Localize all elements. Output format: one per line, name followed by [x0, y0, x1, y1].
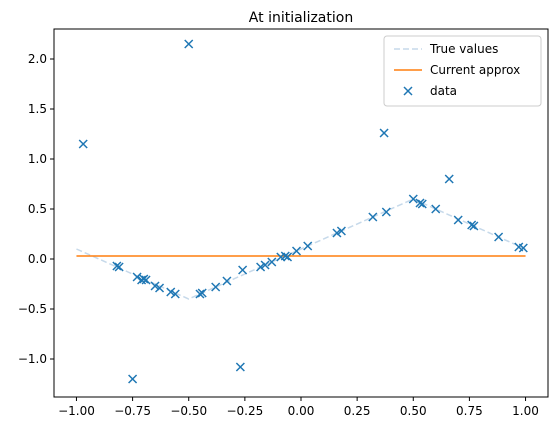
- data-point: [291, 246, 302, 256]
- data-point: [368, 212, 378, 222]
- data-point: [332, 228, 342, 238]
- data-point: [469, 221, 479, 231]
- data-point: [238, 265, 248, 275]
- data-point: [494, 232, 504, 242]
- data-point: [260, 260, 270, 270]
- data-point: [150, 281, 160, 291]
- legend-label: True values: [429, 42, 498, 56]
- y-tick-label: 2.0: [28, 52, 47, 66]
- data-point: [256, 262, 266, 272]
- data-point: [184, 39, 194, 49]
- data-point: [139, 274, 149, 284]
- data-point: [235, 362, 245, 372]
- legend-swatch: [403, 86, 413, 96]
- chart-title: At initialization: [249, 10, 353, 26]
- data-point: [170, 289, 180, 299]
- data-point: [282, 252, 293, 262]
- data-point: [379, 128, 389, 138]
- x-tick-label: −1.00: [58, 404, 95, 418]
- data-point: [267, 257, 277, 267]
- data-point: [155, 283, 165, 293]
- data-point: [467, 220, 477, 230]
- data-point: [408, 194, 418, 204]
- plot-marks: [76, 39, 528, 384]
- x-axis: −1.00 −0.75 −0.50 −0.25 0.00 0.25 0.50 0.75 1.00: [58, 397, 539, 418]
- data-point: [415, 198, 425, 208]
- legend-label: Current approx: [430, 63, 520, 77]
- x-tick-label: 0.75: [456, 404, 483, 418]
- data-point: [280, 251, 290, 261]
- data-point: [195, 289, 205, 299]
- x-tick-label: −0.75: [114, 404, 151, 418]
- data-point: [417, 199, 427, 209]
- legend: True values Current approx data: [383, 35, 542, 107]
- data-point: [453, 215, 463, 225]
- data-point: [197, 288, 207, 298]
- x-tick-label: −0.50: [170, 404, 207, 418]
- y-axis: −1.0 −0.5 0.0 0.5 1.0 1.5 2.0: [18, 52, 54, 366]
- data-point: [211, 282, 221, 292]
- data-point: [303, 241, 313, 251]
- y-tick-label: 1.0: [28, 152, 47, 166]
- x-tick-label: 0.50: [400, 404, 427, 418]
- data-point: [166, 287, 176, 297]
- x-tick-label: 1.00: [512, 404, 539, 418]
- legend-box: [383, 35, 542, 107]
- data-point: [222, 276, 232, 286]
- data-point: [114, 262, 124, 272]
- data-point: [381, 207, 391, 217]
- data-point: [431, 204, 441, 214]
- data-point: [336, 226, 346, 236]
- data-point: [518, 243, 528, 253]
- true-values-line: [76, 198, 526, 300]
- y-tick-label: −0.5: [18, 302, 47, 316]
- data-point: [128, 374, 138, 384]
- y-tick-label: 0.0: [28, 252, 47, 266]
- y-tick-label: −1.0: [18, 352, 47, 366]
- data-point: [112, 261, 122, 271]
- x-tick-label: 0.00: [288, 404, 315, 418]
- data-point: [444, 174, 454, 184]
- x-tick-label: 0.25: [344, 404, 371, 418]
- data-point: [141, 275, 151, 285]
- legend-label: data: [430, 84, 457, 98]
- y-tick-label: 1.5: [28, 102, 47, 116]
- data-point: [78, 139, 88, 149]
- y-tick-label: 0.5: [28, 202, 47, 216]
- data-point: [132, 272, 142, 282]
- x-tick-label: −0.25: [226, 404, 263, 418]
